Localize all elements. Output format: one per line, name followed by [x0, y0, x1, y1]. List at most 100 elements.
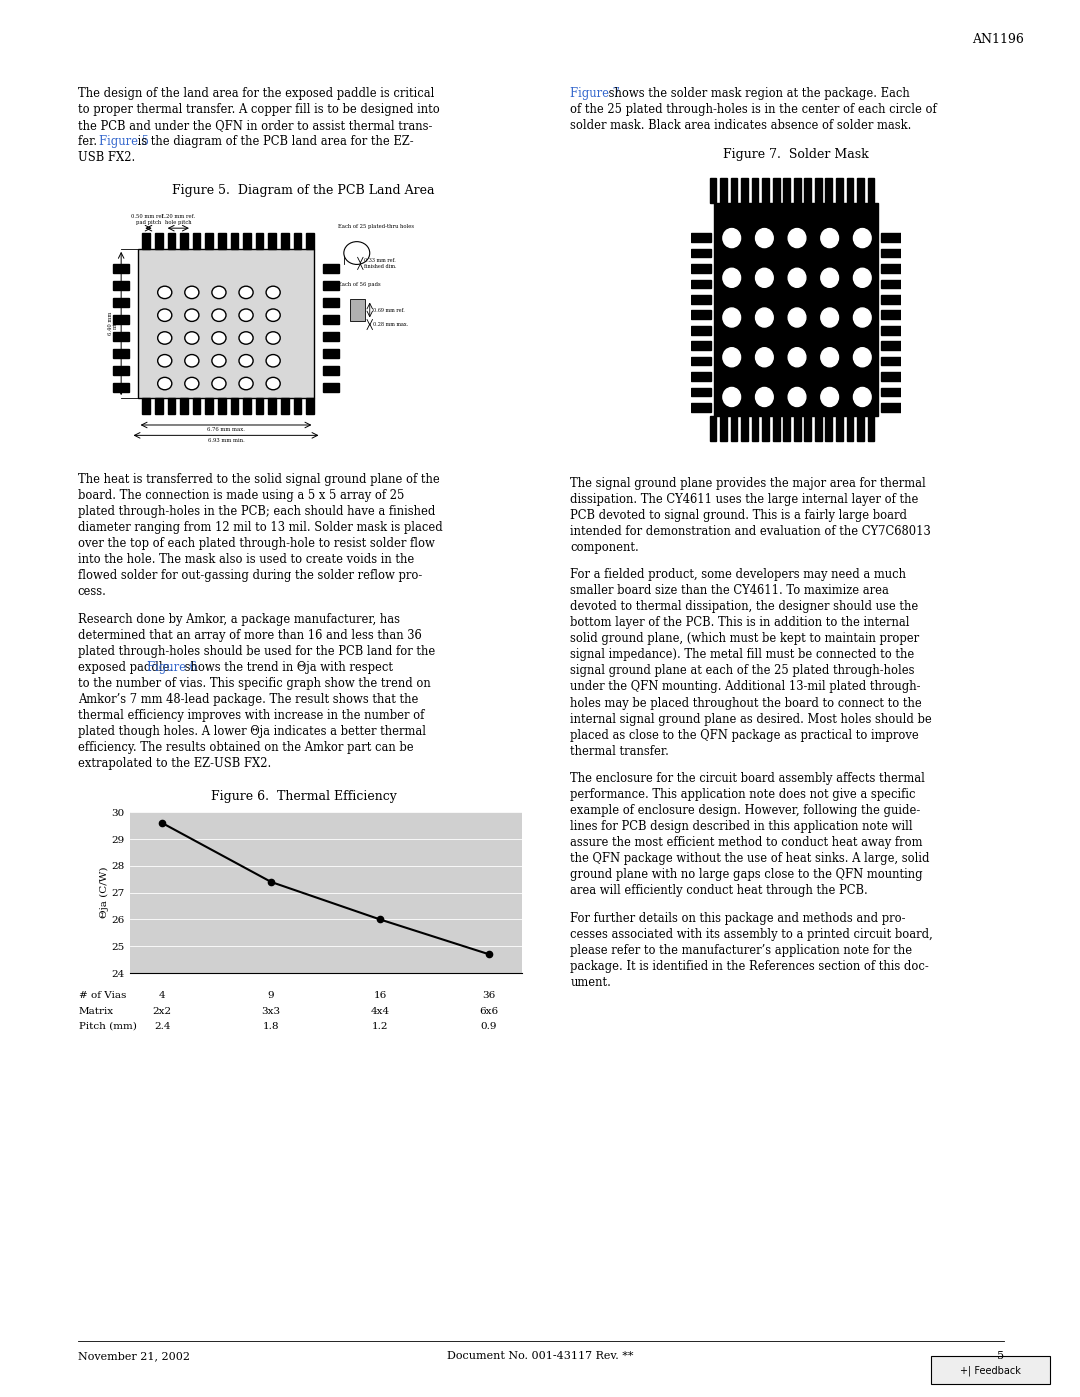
Text: 1.20 mm ref.
hole pitch: 1.20 mm ref. hole pitch [161, 214, 195, 225]
Text: 0.69 mm ref.: 0.69 mm ref. [374, 307, 405, 313]
Bar [805, 416, 811, 441]
Bar [294, 398, 301, 414]
Circle shape [185, 355, 199, 367]
Circle shape [756, 268, 773, 288]
Text: thermal transfer.: thermal transfer. [570, 745, 670, 757]
Bar [741, 177, 748, 203]
Circle shape [212, 309, 226, 321]
Bar [281, 233, 288, 249]
Text: under the QFN mounting. Additional 13-mil plated through-: under the QFN mounting. Additional 13-mi… [570, 680, 921, 693]
Bar [762, 177, 769, 203]
Bar [773, 416, 780, 441]
Bar [815, 177, 822, 203]
Text: determined that an array of more than 16 and less than 36: determined that an array of more than 16… [78, 629, 421, 641]
Bar [858, 177, 864, 203]
Circle shape [821, 387, 838, 407]
Text: internal signal ground plane as desired. Most holes should be: internal signal ground plane as desired.… [570, 712, 932, 725]
Circle shape [853, 307, 872, 327]
Text: 1.2: 1.2 [372, 1021, 389, 1031]
Text: shows the solder mask region at the package. Each: shows the solder mask region at the pack… [605, 87, 909, 99]
Text: Each of 56 pads: Each of 56 pads [338, 282, 380, 286]
Text: 4x4: 4x4 [370, 1006, 390, 1016]
Bar [731, 177, 738, 203]
Circle shape [853, 268, 872, 288]
Text: holes may be placed throughout the board to connect to the: holes may be placed throughout the board… [570, 697, 922, 710]
Text: placed as close to the QFN package as practical to improve: placed as close to the QFN package as pr… [570, 729, 919, 742]
Text: AN1196: AN1196 [972, 34, 1024, 46]
Text: For further details on this package and methods and pro-: For further details on this package and … [570, 912, 906, 925]
Text: component.: component. [570, 541, 639, 553]
Bar [881, 404, 901, 412]
Text: Figure 5.  Diagram of the PCB Land Area: Figure 5. Diagram of the PCB Land Area [172, 183, 435, 197]
Bar [307, 398, 314, 414]
Circle shape [266, 309, 280, 321]
Text: USB FX2.: USB FX2. [78, 151, 135, 163]
Text: Each of 25 plated-thru holes: Each of 25 plated-thru holes [338, 224, 414, 229]
Bar [881, 279, 901, 288]
Text: The heat is transferred to the solid signal ground plane of the: The heat is transferred to the solid sig… [78, 472, 440, 486]
Circle shape [723, 268, 741, 288]
Bar [691, 326, 711, 334]
Text: 3x3: 3x3 [261, 1006, 281, 1016]
Circle shape [158, 286, 172, 299]
Circle shape [756, 348, 773, 367]
Text: board. The connection is made using a 5 x 5 array of 25: board. The connection is made using a 5 … [78, 489, 404, 502]
Bar [836, 416, 842, 441]
Text: Research done by Amkor, a package manufacturer, has: Research done by Amkor, a package manufa… [78, 612, 400, 626]
Bar [847, 416, 853, 441]
Circle shape [212, 377, 226, 390]
Text: 0.9: 0.9 [481, 1021, 497, 1031]
Bar [256, 233, 264, 249]
Bar [193, 233, 200, 249]
Text: cess.: cess. [78, 585, 107, 598]
Circle shape [239, 377, 253, 390]
Bar [350, 299, 365, 321]
Circle shape [788, 307, 806, 327]
Bar [137, 249, 314, 398]
Bar [269, 233, 276, 249]
Text: 9: 9 [268, 990, 274, 1000]
Bar [867, 416, 875, 441]
Text: to proper thermal transfer. A copper fill is to be designed into: to proper thermal transfer. A copper fil… [78, 103, 440, 116]
Circle shape [212, 286, 226, 299]
Bar [691, 233, 711, 242]
Circle shape [185, 309, 199, 321]
Text: the QFN package without the use of heat sinks. A large, solid: the QFN package without the use of heat … [570, 852, 930, 865]
Text: diameter ranging from 12 mil to 13 mil. Solder mask is placed: diameter ranging from 12 mil to 13 mil. … [78, 521, 443, 534]
Text: signal ground plane at each of the 25 plated through-holes: signal ground plane at each of the 25 pl… [570, 665, 915, 678]
Bar [307, 233, 314, 249]
Circle shape [266, 377, 280, 390]
Bar [881, 341, 901, 351]
Text: over the top of each plated through-hole to resist solder flow: over the top of each plated through-hole… [78, 536, 434, 550]
Circle shape [158, 309, 172, 321]
Text: thermal efficiency improves with increase in the number of: thermal efficiency improves with increas… [78, 708, 424, 722]
Bar [710, 416, 716, 441]
Bar [691, 372, 711, 381]
Bar [269, 398, 276, 414]
Text: 0.33 mm ref.
finished dim.: 0.33 mm ref. finished dim. [364, 258, 396, 268]
Bar [323, 383, 339, 391]
Circle shape [788, 229, 806, 247]
Bar [243, 233, 251, 249]
Circle shape [821, 348, 838, 367]
Text: into the hole. The mask also is used to create voids in the: into the hole. The mask also is used to … [78, 553, 414, 566]
Bar [231, 398, 239, 414]
Bar [218, 398, 226, 414]
Bar [691, 387, 711, 397]
Text: The enclosure for the circuit board assembly affects thermal: The enclosure for the circuit board asse… [570, 773, 926, 785]
Bar [323, 264, 339, 272]
Text: 6.40 mm
min.: 6.40 mm min. [108, 312, 119, 335]
Text: 6.76 mm max.: 6.76 mm max. [207, 427, 245, 433]
Circle shape [788, 348, 806, 367]
Text: Figure 6: Figure 6 [147, 661, 197, 673]
Bar [691, 295, 711, 303]
Text: ument.: ument. [570, 977, 611, 989]
Text: +| Feedback: +| Feedback [960, 1365, 1021, 1376]
Circle shape [723, 348, 741, 367]
Bar [783, 177, 791, 203]
Bar [794, 177, 800, 203]
Text: assure the most efficient method to conduct heat away from: assure the most efficient method to cond… [570, 837, 922, 849]
Circle shape [821, 229, 838, 247]
Bar [180, 398, 188, 414]
Text: solid ground plane, (which must be kept to maintain proper: solid ground plane, (which must be kept … [570, 633, 919, 645]
